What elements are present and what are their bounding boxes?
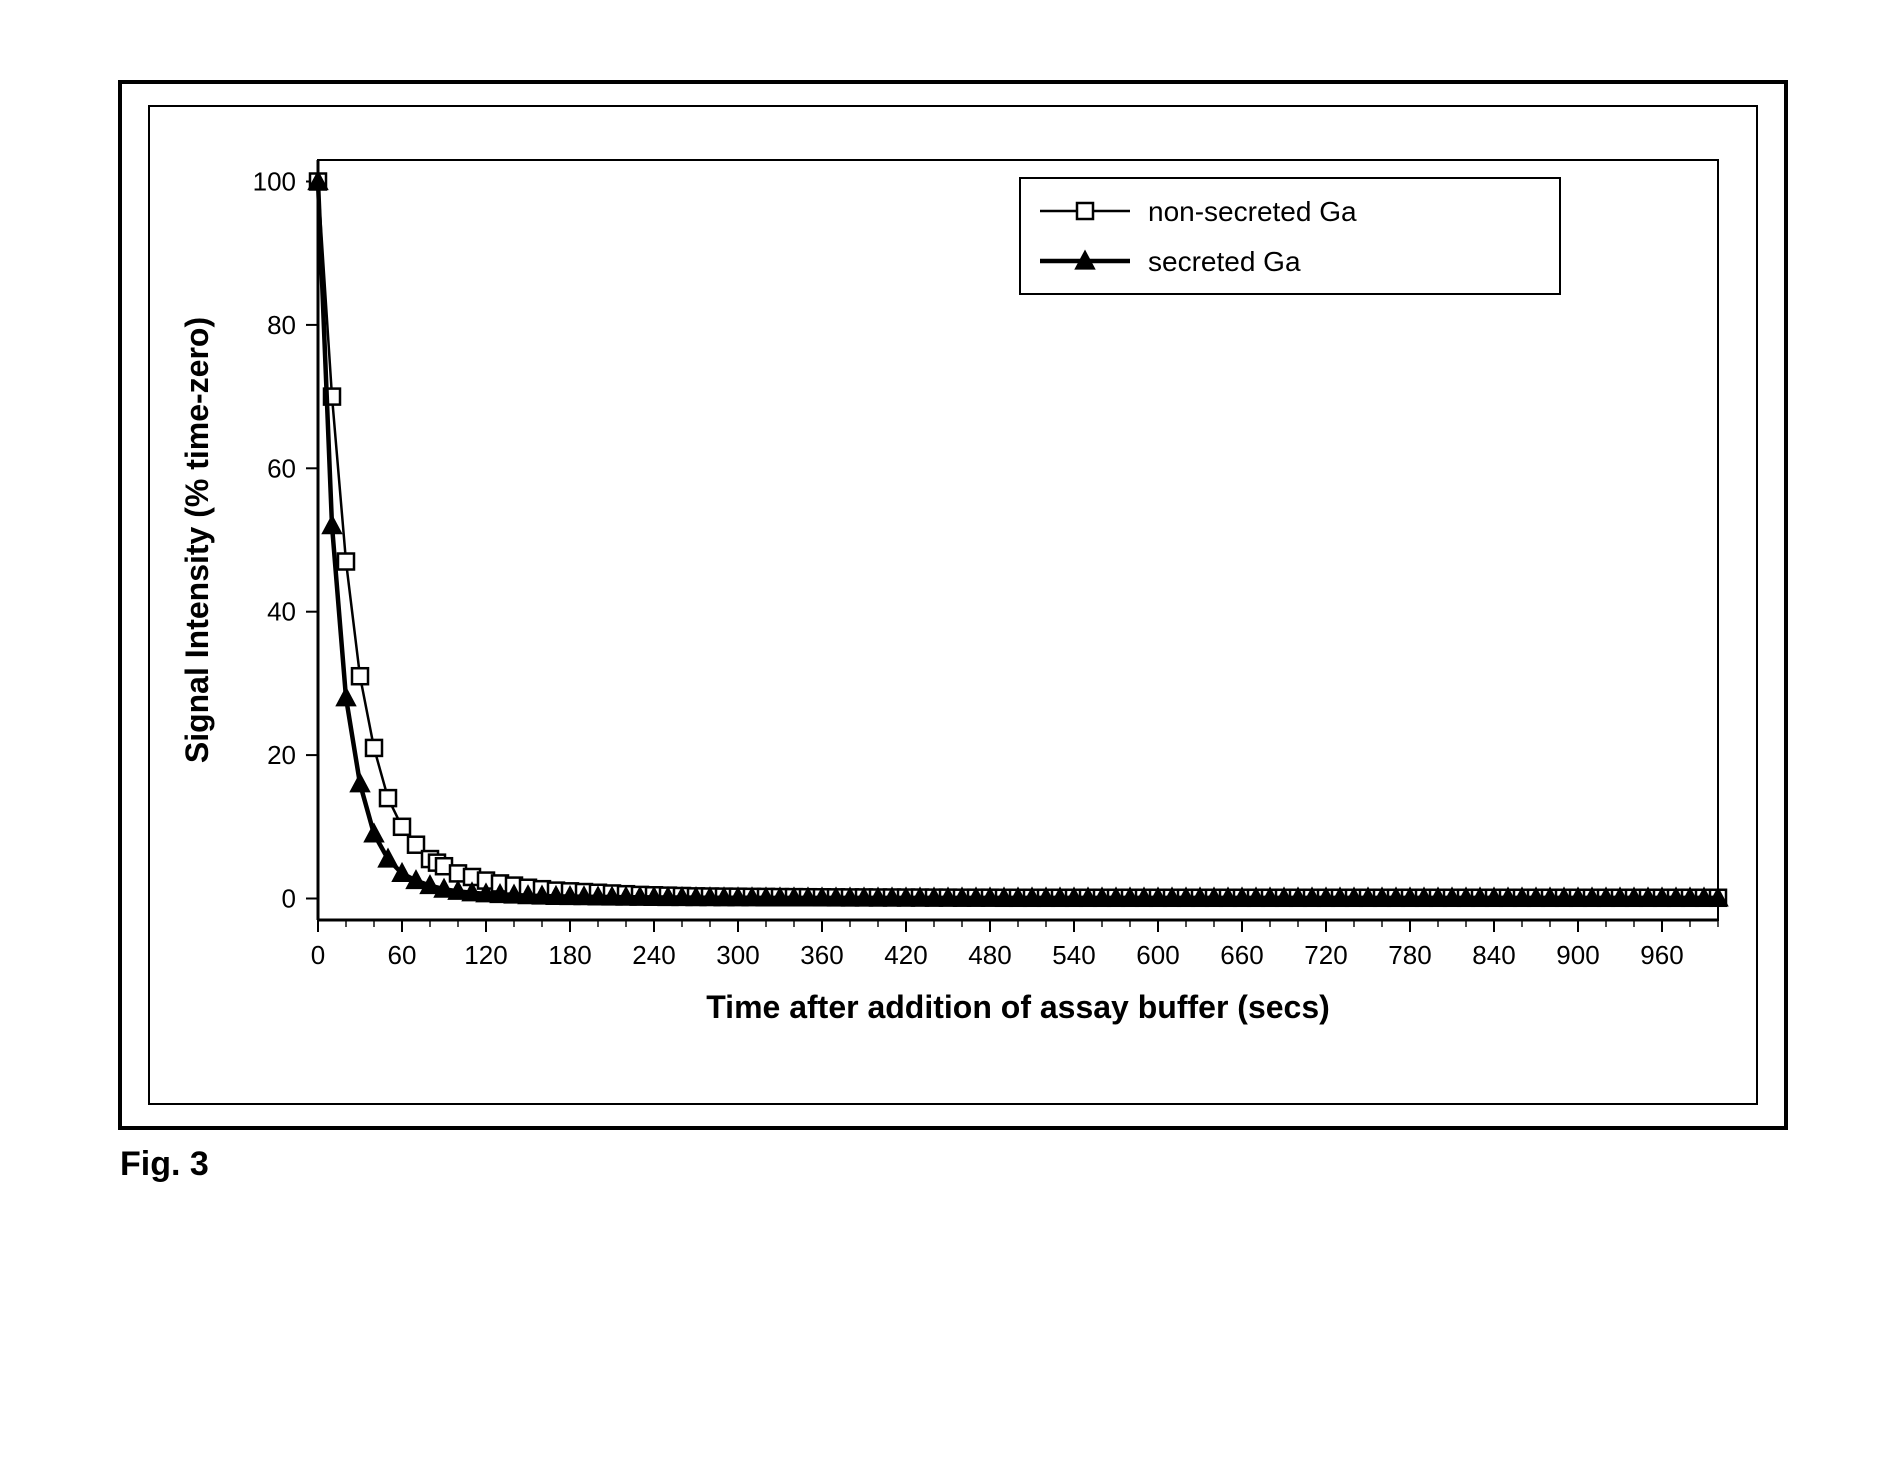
chart: 0 20 40 60 80 100 0 60 120 180 240 300 360 420 480 540 6… [0, 0, 1897, 1465]
figure-caption: Fig. 3 [120, 1145, 209, 1184]
svg-text:0: 0 [311, 940, 325, 970]
svg-text:720: 720 [1304, 940, 1347, 970]
page: 0 20 40 60 80 100 0 60 120 180 240 300 360 420 480 540 6… [0, 0, 1897, 1465]
svg-text:60: 60 [267, 453, 296, 483]
svg-text:40: 40 [267, 597, 296, 627]
svg-text:660: 660 [1220, 940, 1263, 970]
legend-label: non-secreted Ga [1148, 196, 1357, 227]
svg-text:360: 360 [800, 940, 843, 970]
svg-text:120: 120 [464, 940, 507, 970]
svg-text:960: 960 [1640, 940, 1683, 970]
svg-text:60: 60 [388, 940, 417, 970]
svg-text:780: 780 [1388, 940, 1431, 970]
x-axis-label: Time after addition of assay buffer (sec… [706, 989, 1330, 1025]
svg-text:480: 480 [968, 940, 1011, 970]
svg-text:540: 540 [1052, 940, 1095, 970]
svg-text:80: 80 [267, 310, 296, 340]
svg-text:600: 600 [1136, 940, 1179, 970]
svg-text:240: 240 [632, 940, 675, 970]
svg-text:300: 300 [716, 940, 759, 970]
svg-text:180: 180 [548, 940, 591, 970]
svg-text:100: 100 [253, 167, 296, 197]
svg-text:840: 840 [1472, 940, 1515, 970]
svg-text:900: 900 [1556, 940, 1599, 970]
y-axis-label: Signal Intensity (% time-zero) [179, 317, 215, 763]
svg-text:0: 0 [282, 883, 296, 913]
legend-label: secreted Ga [1148, 246, 1301, 277]
svg-text:420: 420 [884, 940, 927, 970]
svg-text:20: 20 [267, 740, 296, 770]
